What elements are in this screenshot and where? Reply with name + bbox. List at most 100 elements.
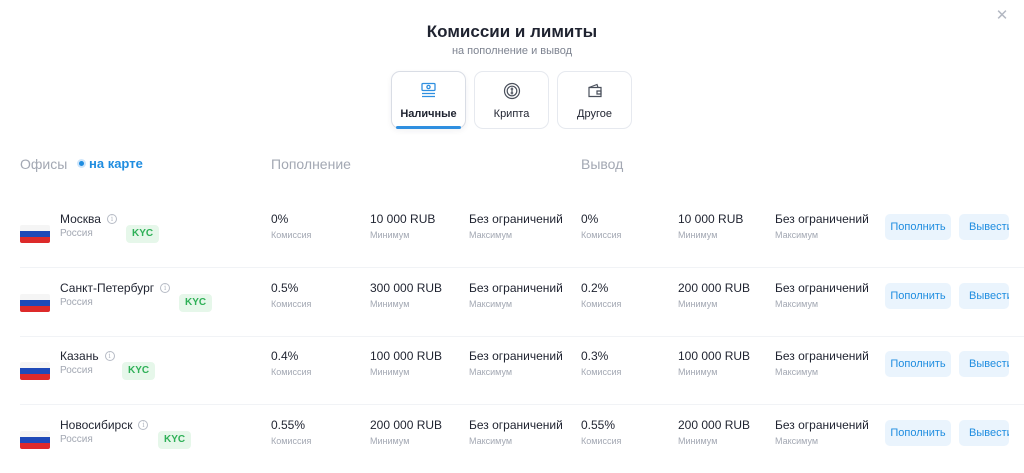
min-caption: Минимум (370, 230, 410, 240)
withdraw-button[interactable]: Вывести (959, 420, 1009, 446)
min-caption: Минимум (678, 299, 718, 309)
max-caption: Максимум (775, 299, 819, 309)
withdraw-min: 200 000 RUB (678, 281, 751, 295)
min-caption: Минимум (370, 299, 410, 309)
min-caption: Минимум (678, 436, 718, 446)
info-icon[interactable]: i (138, 420, 149, 430)
table-row: Санкт-Петербург i Россия KYC 0.5% Комисси… (0, 277, 1024, 337)
withdraw-button[interactable]: Вывести (959, 283, 1009, 309)
office-city: Новосибирск i (60, 418, 149, 432)
modal-subtitle: на пополнение и вывод (451, 45, 573, 57)
close-icon[interactable]: ✕ (995, 7, 1009, 24)
row-divider (20, 404, 1024, 405)
russia-flag-icon (20, 362, 50, 380)
withdraw-max: Без ограничений (775, 349, 869, 363)
deposit-heading: Пополнение (271, 156, 351, 172)
table-row: Новосибирск i Россия KYC 0.55% Комиссия 2… (0, 414, 1024, 473)
tab-cash[interactable]: Наличные (391, 71, 466, 129)
min-caption: Минимум (678, 230, 718, 240)
deposit-fee: 0.55% (271, 418, 306, 432)
row-divider (20, 336, 1024, 337)
commission-caption: Комиссия (581, 299, 622, 309)
tab-other[interactable]: Другое (557, 71, 632, 129)
active-tab-indicator (396, 126, 461, 129)
office-city: Санкт-Петербург i (60, 281, 171, 295)
tab-crypto[interactable]: Крипта (474, 71, 549, 129)
table-row: Москва i Россия KYC 0% Комиссия 10 000 RU… (0, 208, 1024, 268)
office-country: Россия (60, 228, 93, 239)
info-icon[interactable]: i (160, 283, 171, 293)
office-city: Москва i (60, 212, 117, 226)
city-name: Казань (60, 349, 99, 363)
tab-label: Наличные (400, 108, 457, 120)
deposit-fee: 0.4% (271, 349, 299, 363)
max-caption: Максимум (775, 367, 819, 377)
map-link[interactable]: на карте (79, 156, 143, 171)
city-name: Москва (60, 212, 101, 226)
cash-icon (419, 81, 439, 101)
withdraw-max: Без ограничений (775, 281, 869, 295)
deposit-min: 10 000 RUB (370, 212, 436, 226)
kyc-badge: KYC (126, 225, 160, 243)
deposit-max: Без ограничений (469, 349, 563, 363)
deposit-min: 100 000 RUB (370, 349, 443, 363)
max-caption: Максимум (775, 436, 819, 446)
withdraw-max: Без ограничений (775, 212, 869, 226)
withdraw-min: 10 000 RUB (678, 212, 744, 226)
withdraw-button[interactable]: Вывести (959, 351, 1009, 377)
modal-title: Комиссии и лимиты (426, 22, 598, 41)
deposit-button[interactable]: Пополнить (885, 283, 951, 309)
office-country: Россия (60, 434, 93, 445)
commission-caption: Комиссия (271, 299, 312, 309)
office-city: Казань i (60, 349, 115, 363)
office-country: Россия (60, 365, 93, 376)
city-name: Новосибирск (60, 418, 133, 432)
kyc-badge: KYC (179, 294, 213, 312)
withdraw-max: Без ограничений (775, 418, 869, 432)
tab-label: Крипта (493, 108, 530, 120)
commission-caption: Комиссия (581, 230, 622, 240)
kyc-badge: KYC (122, 362, 156, 380)
withdraw-fee: 0% (581, 212, 599, 226)
office-country: Россия (60, 297, 93, 308)
withdraw-button[interactable]: Вывести (959, 214, 1009, 240)
deposit-fee: 0% (271, 212, 289, 226)
info-icon[interactable]: i (106, 214, 117, 224)
max-caption: Максимум (469, 299, 513, 309)
max-caption: Максимум (775, 230, 819, 240)
deposit-button[interactable]: Пополнить (885, 351, 951, 377)
kyc-badge: KYC (158, 431, 192, 449)
offices-heading: Офисы (20, 156, 68, 172)
commission-caption: Комиссия (271, 436, 312, 446)
deposit-max: Без ограничений (469, 418, 563, 432)
russia-flag-icon (20, 294, 50, 312)
wallet-icon (585, 81, 605, 101)
row-divider (20, 267, 1024, 268)
commission-caption: Комиссия (581, 436, 622, 446)
commission-caption: Комиссия (581, 367, 622, 377)
russia-flag-icon (20, 431, 50, 449)
deposit-max: Без ограничений (469, 212, 563, 226)
location-dot-icon (79, 161, 84, 166)
table-row: Казань i Россия KYC 0.4% Комиссия 100 000… (0, 345, 1024, 405)
russia-flag-icon (20, 225, 50, 243)
commission-caption: Комиссия (271, 367, 312, 377)
withdraw-fee: 0.2% (581, 281, 609, 295)
min-caption: Минимум (678, 367, 718, 377)
withdraw-heading: Вывод (581, 156, 624, 172)
min-caption: Минимум (370, 367, 410, 377)
max-caption: Максимум (469, 436, 513, 446)
city-name: Санкт-Петербург (60, 281, 155, 295)
deposit-button[interactable]: Пополнить (885, 420, 951, 446)
tab-label: Другое (577, 108, 612, 120)
withdraw-fee: 0.55% (581, 418, 616, 432)
info-icon[interactable]: i (104, 351, 115, 361)
commission-caption: Комиссия (271, 230, 312, 240)
min-caption: Минимум (370, 436, 410, 446)
withdraw-min: 100 000 RUB (678, 349, 751, 363)
crypto-coin-icon (502, 81, 522, 101)
deposit-button[interactable]: Пополнить (885, 214, 951, 240)
deposit-fee: 0.5% (271, 281, 299, 295)
withdraw-min: 200 000 RUB (678, 418, 751, 432)
withdraw-fee: 0.3% (581, 349, 609, 363)
